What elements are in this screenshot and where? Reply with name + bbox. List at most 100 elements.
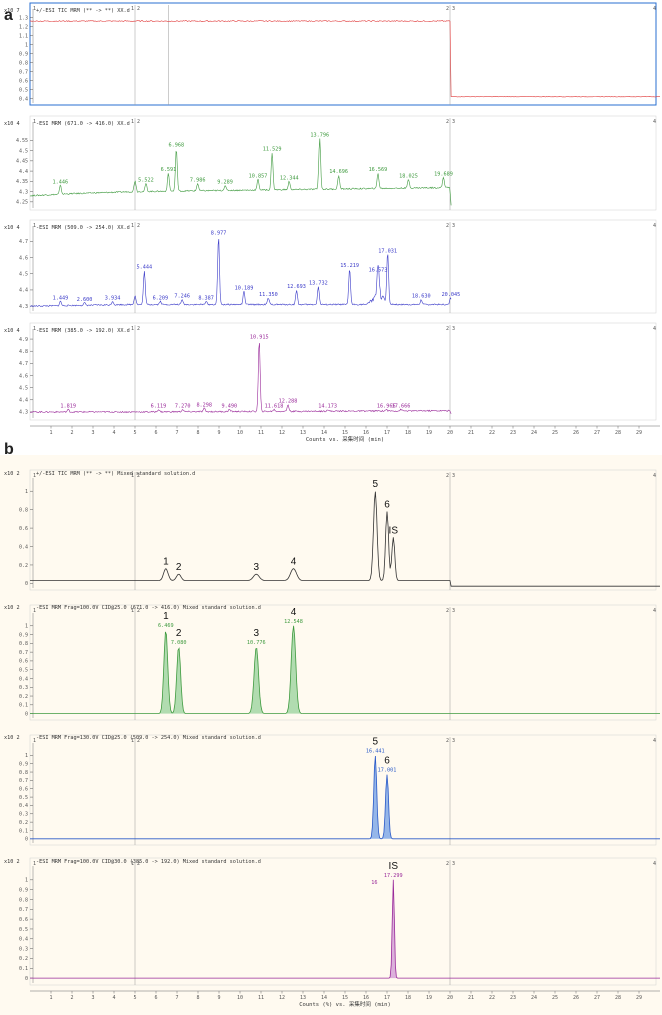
y-tick-label: 1: [25, 42, 28, 48]
x-tick-label: 21: [468, 995, 474, 1001]
x-tick-label: 20: [447, 430, 453, 436]
segment-number: 3: [452, 861, 455, 867]
chromatogram-trace: [30, 625, 660, 714]
chart-pane-6: x10 2 -ESI MRM Frag=100.0V CID@25.0 (671.…: [4, 604, 660, 721]
pane-header: +/-ESI TIC MRM (** -> **) XX.d: [36, 8, 130, 14]
peak-rt-label: 14.696: [329, 169, 348, 175]
y-tick-label: 4.5: [19, 272, 28, 278]
peak-6: 9.289: [217, 179, 233, 185]
peak-number-label: IS: [389, 861, 399, 872]
peak-rt-label: 11.350: [259, 292, 278, 298]
y-tick-label: 4.35: [16, 179, 28, 185]
segment-number: 2: [446, 223, 449, 229]
x-tick-label: 4: [112, 995, 115, 1001]
y-tick-label: 0.8: [19, 897, 28, 903]
peak-rt-label: 12.693: [287, 284, 306, 290]
peak-11: 12.693: [287, 284, 306, 290]
peak-14: 19.689: [434, 171, 453, 177]
x-tick-label: 2: [70, 430, 73, 436]
chromatogram-trace: [29, 20, 660, 98]
y-tick-label: 0.3: [19, 946, 28, 952]
x-tick-label: 12: [279, 430, 285, 436]
pane-frame: [29, 322, 657, 421]
y-tick-label: 0.6: [19, 659, 28, 665]
segment-number: 4: [653, 861, 656, 867]
peak-12: 13.732: [309, 281, 328, 287]
peak-15: 17.031: [378, 248, 397, 254]
y-tick-label: 0.4: [19, 544, 28, 550]
y-tick-label: 0.1: [19, 703, 28, 709]
peak-rt-label: 8.977: [211, 230, 227, 236]
x-tick-label: 24: [531, 430, 537, 436]
y-tick-label: 0.8: [19, 641, 28, 647]
segment-number: 2: [137, 861, 140, 867]
peak-rt-label: 18.025: [399, 173, 418, 179]
y-tick-label: 4.7: [19, 361, 28, 367]
y-tick-label: 0.5: [19, 667, 28, 673]
segment-number: 2: [446, 473, 449, 479]
pane-header: -ESI MRM Frag=100.0V CID@25.0 (671.0 -> …: [36, 605, 261, 611]
x-tick-label: 2: [70, 995, 73, 1001]
peak-1: 1: [163, 557, 169, 568]
peak-rt-label: 16.569: [369, 167, 388, 173]
peak-rt-label: 10.915: [250, 334, 269, 340]
peak-4: 6.968: [169, 143, 185, 149]
peak-13: 15.219: [340, 263, 359, 269]
peak-7: 10.857: [249, 173, 268, 179]
segment-number: 1: [131, 326, 134, 332]
x-tick-label: 29: [636, 430, 642, 436]
y-tick-label: 0.2: [19, 956, 28, 962]
y-exponent: x10 2: [4, 859, 20, 865]
x-tick-label: 17: [384, 995, 390, 1001]
peak-6: 7.246: [174, 294, 190, 300]
chart-pane-5: x10 2 +/-ESI TIC MRM (** -> **) Mixed sta…: [4, 469, 660, 591]
peak-13: 18.025: [399, 173, 418, 179]
peak-9: 14.173: [318, 404, 337, 410]
segment-number: 2: [137, 608, 140, 614]
segment-number: 1: [131, 608, 134, 614]
segment-number: 4: [653, 223, 656, 229]
peak-12: 16.569: [369, 167, 388, 173]
chart-pane-4: x10 4 -ESI MRM (385.0 -> 192.0) XX.d 4.3 4.…: [4, 322, 657, 421]
y-tick-label: 0.5: [19, 87, 28, 93]
peak-rt-label: 10.776: [247, 640, 266, 646]
peak-2: 2.600: [77, 297, 93, 303]
y-tick-label: 0.9: [19, 887, 28, 893]
y-tick-label: 0: [25, 837, 28, 843]
y-tick-label: 0.9: [19, 51, 28, 57]
peak-11: 14.696: [329, 169, 348, 175]
segment-number: 1: [131, 6, 134, 12]
y-tick-label: 0.4: [19, 96, 28, 102]
y-tick-label: 0.1: [19, 966, 28, 972]
x-tick-label: 9: [217, 995, 220, 1001]
pane-frame: [29, 469, 657, 591]
segment-number: 3: [452, 473, 455, 479]
peak-5: 5: [372, 479, 378, 490]
peak-rt-label: 16.966: [377, 404, 396, 410]
peak-rt-label: 1.819: [60, 404, 76, 410]
peak-rt-label: 10.189: [235, 286, 254, 292]
x-tick-label: 26: [573, 995, 579, 1001]
y-tick-label: 4.9: [19, 337, 28, 343]
segment-number: 1: [33, 738, 36, 744]
peak-6: 6: [384, 499, 390, 510]
peak-14: 16.573: [369, 268, 388, 274]
segment-number: 1: [33, 473, 36, 479]
y-tick-label: 1: [25, 489, 28, 495]
x-tick-label: 7: [175, 430, 178, 436]
chromatogram-trace: [30, 879, 660, 979]
x-tick-label: 13: [300, 995, 306, 1001]
x-tick-label: 5: [133, 995, 136, 1001]
peak-3: 3: [254, 562, 260, 573]
y-tick-label: 4.8: [19, 349, 28, 355]
y-tick-label: 4.3: [19, 410, 28, 416]
peak-rt-label: 17.031: [378, 248, 397, 254]
peak-rt-label: 16.441: [366, 748, 385, 754]
x-tick-label: 11: [258, 995, 264, 1001]
peak-rt-label: 9.490: [221, 404, 237, 410]
